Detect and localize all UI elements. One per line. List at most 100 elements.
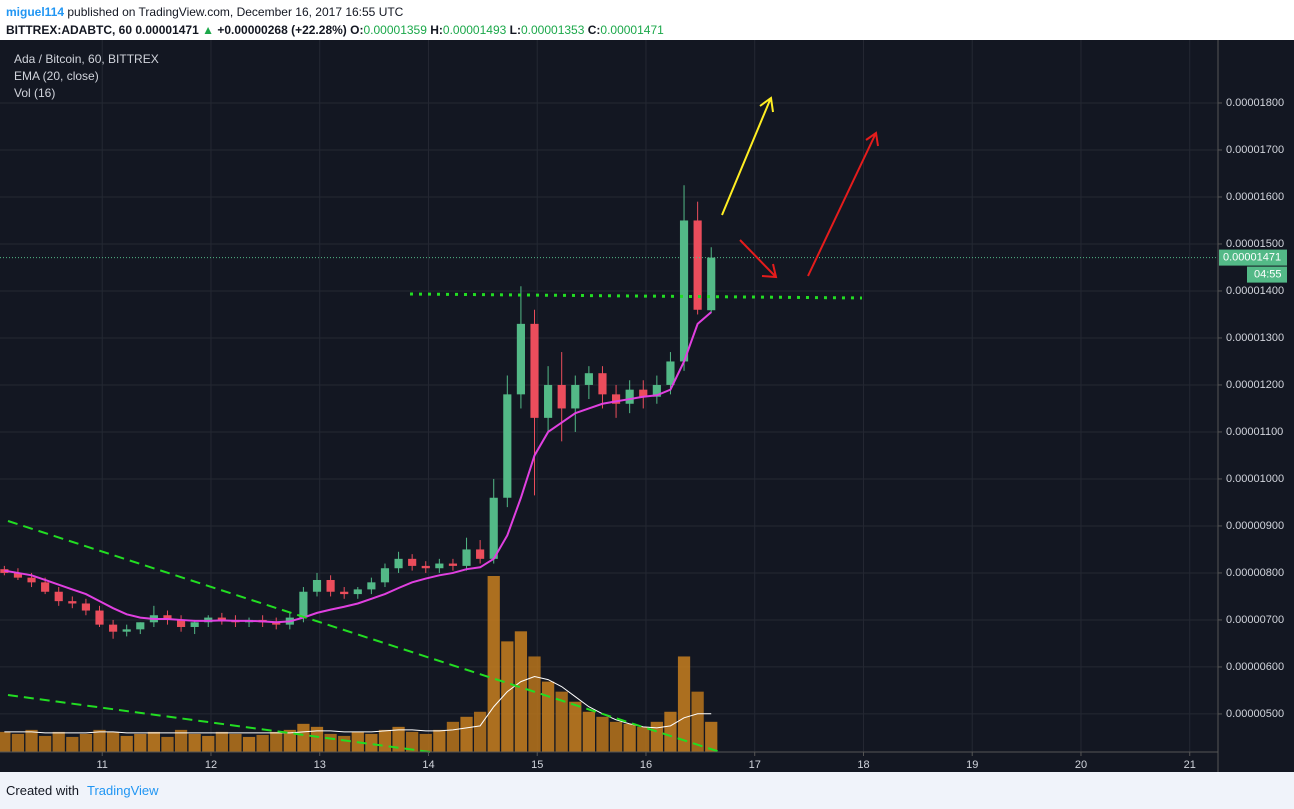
- published: published on TradingView.com, December 1…: [67, 5, 404, 19]
- y-tick-label: 0.00001300: [1226, 332, 1284, 344]
- volume-bar: [677, 656, 691, 752]
- candle-body: [353, 589, 362, 595]
- footer: Created with TradingView: [6, 783, 159, 798]
- y-tick-label: 0.00001100: [1226, 426, 1283, 438]
- volume-bar: [106, 731, 120, 752]
- volume-bar: [474, 711, 487, 752]
- y-tick-label: 0.00001000: [1226, 473, 1284, 485]
- volume-bar: [188, 733, 201, 752]
- candle-body: [217, 617, 226, 620]
- volume-bar: [215, 731, 228, 752]
- candle-body: [299, 591, 308, 618]
- o-value: 0.00001359: [363, 23, 427, 37]
- c-value: 0.00001471: [600, 23, 664, 37]
- x-tick-label: 11: [97, 759, 108, 771]
- volume-bar: [487, 576, 500, 752]
- volume-bar: [202, 735, 215, 752]
- h-value: 0.00001493: [442, 23, 507, 37]
- trendline: [7, 520, 721, 753]
- volume-bar: [609, 721, 623, 752]
- volume-bar: [637, 726, 650, 752]
- candle-body: [584, 373, 593, 385]
- candle-body: [136, 622, 145, 630]
- candle-body: [176, 619, 186, 627]
- x-tick-label: 12: [205, 759, 217, 771]
- candle-body: [530, 323, 539, 418]
- volume-bar: [52, 731, 65, 752]
- candle-body: [544, 384, 553, 418]
- candle-body: [41, 582, 50, 592]
- candle-body: [27, 577, 36, 583]
- candle-body: [503, 394, 512, 498]
- chart: Ada / Bitcoin, 60, BITTREX EMA (20, clos…: [0, 40, 1294, 772]
- x-tick-label: 20: [1075, 759, 1087, 771]
- axes: Ada / Bitcoin, 60, BITTREX EMA (20, clos…: [0, 40, 1287, 772]
- volume-bar: [93, 729, 106, 752]
- brand[interactable]: TradingView: [86, 783, 159, 798]
- author[interactable]: miguel114: [6, 5, 65, 19]
- volume-bar: [650, 721, 663, 752]
- candle-body: [476, 549, 485, 559]
- candle-body: [109, 624, 118, 632]
- volume-bar: [0, 731, 11, 752]
- symbol: BITTREX:ADABTC, 60: [6, 23, 133, 37]
- volume-bar: [25, 729, 38, 752]
- y-tick-label: 0.00001600: [1226, 191, 1284, 203]
- volume-bar: [596, 716, 609, 752]
- volume-bar: [161, 736, 174, 752]
- legend-ema: EMA (20, close): [14, 69, 99, 83]
- c-label: C:: [587, 23, 601, 37]
- up-arrow: ▲: [202, 23, 214, 37]
- volume-bar: [501, 641, 514, 752]
- volume-bar: [541, 681, 555, 752]
- candle-body: [272, 622, 281, 625]
- chart-background: [0, 40, 1294, 772]
- plot: [0, 40, 1218, 752]
- quote-line: BITTREX:ADABTC, 60 0.00001471 ▲ +0.00000…: [6, 23, 664, 37]
- volume-bar: [134, 733, 147, 752]
- volume-bar: [338, 735, 351, 752]
- y-tick-label: 0.00000700: [1226, 614, 1284, 626]
- y-tick-label: 0.00000500: [1226, 708, 1284, 720]
- volume-bar: [705, 721, 718, 752]
- volume-bar: [11, 733, 25, 752]
- x-tick-label: 17: [749, 759, 761, 771]
- volume-bar: [514, 631, 528, 752]
- candle-body: [652, 384, 661, 397]
- y-tick-label: 0.00001400: [1226, 285, 1284, 297]
- candle-body: [557, 384, 566, 409]
- volume-bar: [283, 729, 296, 752]
- volume-bar: [39, 735, 52, 752]
- candle-body: [380, 568, 390, 583]
- volume-bar: [297, 723, 310, 752]
- volume-bar: [691, 691, 704, 752]
- support-line: [409, 292, 863, 300]
- arrow: [807, 131, 879, 277]
- arrow: [721, 96, 774, 216]
- candle-body: [95, 610, 104, 625]
- volume-bar: [664, 711, 677, 752]
- candle-body: [68, 601, 77, 604]
- candle-body: [679, 220, 689, 362]
- candle-body: [571, 384, 580, 409]
- trendline: [7, 694, 431, 753]
- candle-body: [163, 615, 172, 620]
- l-label: L:: [509, 23, 521, 37]
- last-price-box: [1219, 249, 1287, 266]
- volume-bar: [174, 729, 188, 752]
- volume-bar: [446, 721, 460, 752]
- countdown-box: [1247, 266, 1287, 283]
- ema-line: [4, 311, 712, 624]
- candle-body: [707, 257, 716, 311]
- y-tick-label: 0.00000800: [1226, 567, 1284, 579]
- change: +0.00000268 (+22.28%): [217, 23, 347, 37]
- arrow: [739, 239, 778, 279]
- candle-body: [448, 563, 458, 566]
- x-tick-label: 19: [966, 759, 978, 771]
- candle-body: [408, 558, 417, 566]
- candle-body: [598, 373, 607, 395]
- last: 0.00001471: [135, 23, 199, 37]
- last-price-label: 0.00001471: [1223, 252, 1281, 264]
- x-tick-label: 18: [857, 759, 869, 771]
